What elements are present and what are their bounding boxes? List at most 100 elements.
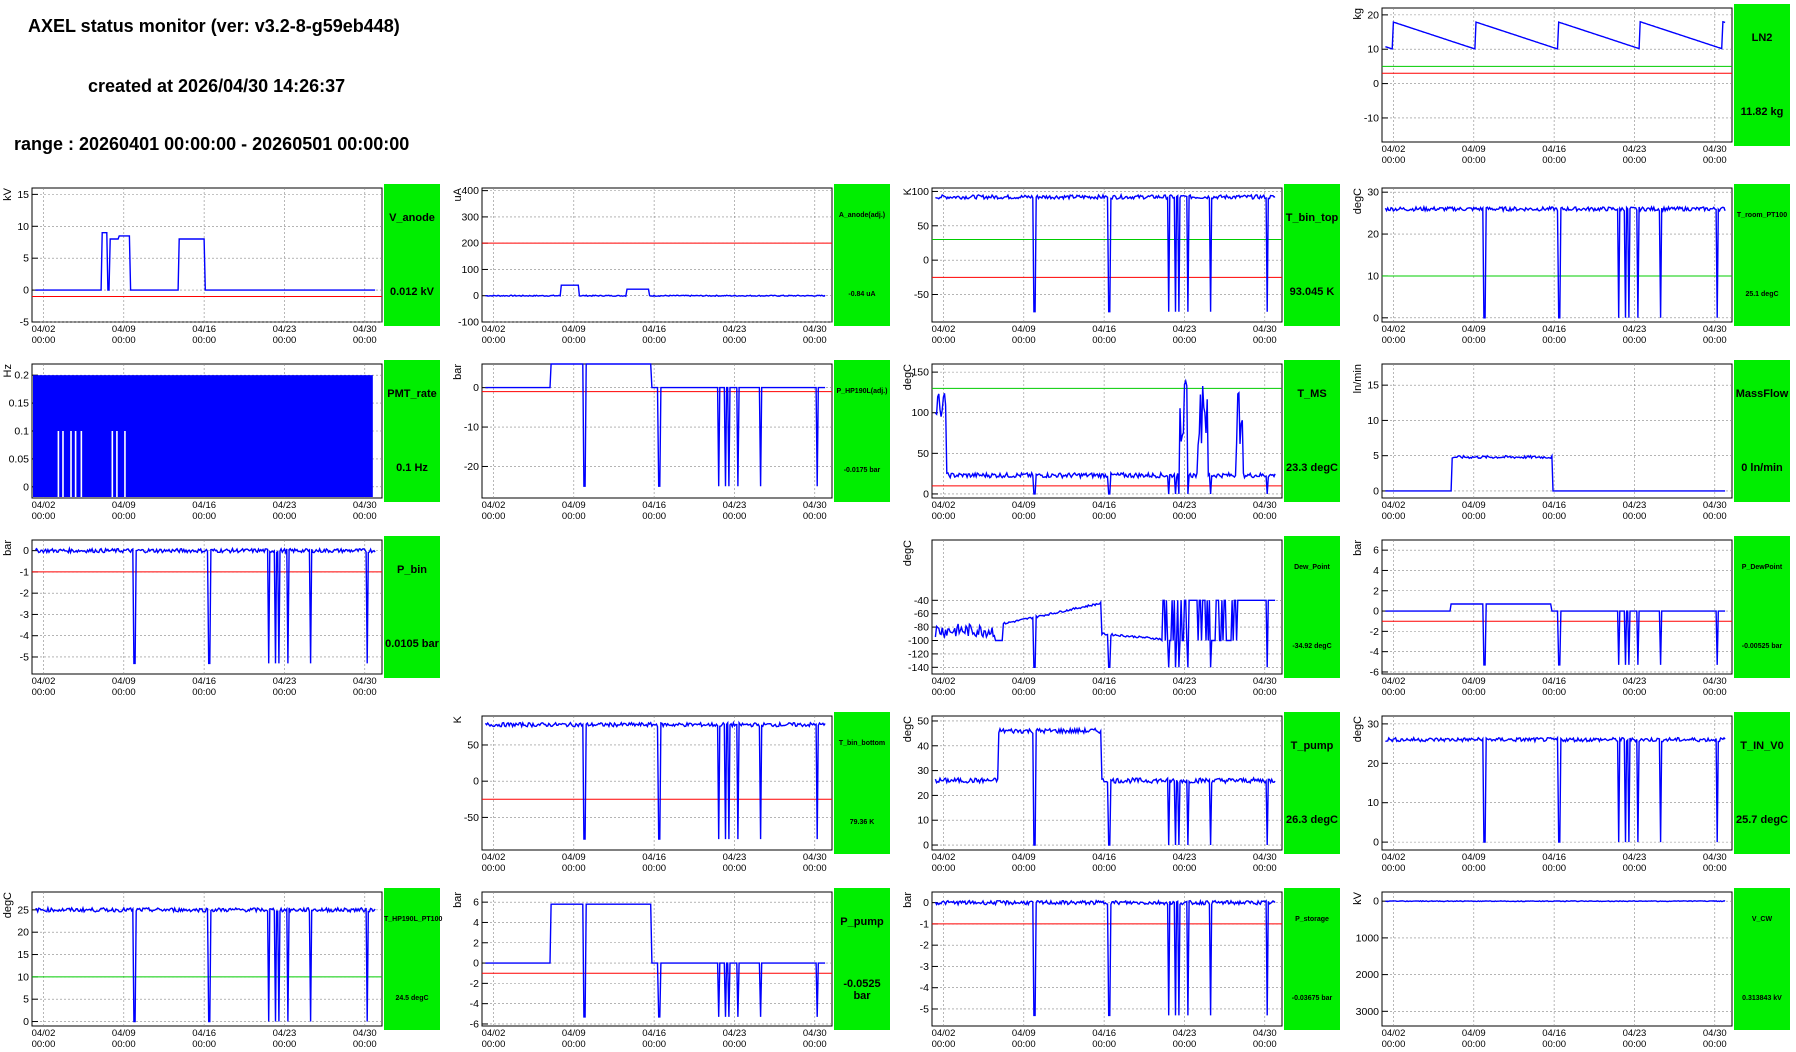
x-tick-time: 00:00	[1382, 335, 1406, 346]
x-tick-label: 04/09	[562, 1028, 586, 1039]
data-series	[35, 232, 376, 291]
x-tick-label: 04/02	[32, 324, 56, 335]
y-tick-label: 30	[1367, 718, 1379, 730]
x-tick-label: 04/02	[482, 500, 506, 511]
x-tick-label: 04/30	[1253, 676, 1277, 687]
x-tick-time: 00:00	[723, 335, 747, 346]
data-series	[1385, 899, 1726, 903]
x-tick-time: 00:00	[353, 1039, 377, 1050]
x-tick-time: 00:00	[273, 687, 297, 698]
x-tick-label: 04/30	[353, 500, 377, 511]
data-series	[485, 903, 826, 1018]
x-tick-time: 00:00	[1012, 863, 1036, 874]
x-tick-label: 04/23	[1623, 676, 1647, 687]
x-tick-time: 00:00	[353, 511, 377, 522]
x-tick-time: 00:00	[482, 511, 506, 522]
plot-panel-p-dewpoint: 04/02 00:00 04/09 00:00 04/16 00:00 04/23 00:00…	[1350, 534, 1796, 700]
x-tick-label: 04/30	[353, 676, 377, 687]
badge-name: V_CW	[1751, 916, 1773, 923]
x-tick-label: 04/23	[723, 324, 747, 335]
plot-panel-p-pump: 04/02 00:00 04/09 00:00 04/16 00:00 04/23 00:00…	[450, 886, 896, 1052]
y-tick-label: -4	[920, 982, 929, 994]
y-tick-label: 50	[467, 739, 479, 751]
y-tick-label: -60	[914, 608, 929, 620]
x-tick-label: 04/23	[1623, 324, 1647, 335]
y-tick-label: 4	[1373, 565, 1379, 577]
y-tick-label: 0	[1373, 312, 1379, 324]
x-tick-time: 00:00	[1703, 511, 1727, 522]
x-tick-time: 00:00	[1253, 1039, 1277, 1050]
x-tick-time: 00:00	[1382, 511, 1406, 522]
x-tick-time: 00:00	[932, 687, 956, 698]
data-series	[1385, 603, 1726, 666]
badge-value: 26.3 degC	[1286, 814, 1338, 826]
x-tick-label: 04/02	[932, 500, 956, 511]
chart-pmt_rate: 04/0200:0004/0900:0004/1600:0004/2300:00…	[2, 363, 383, 522]
x-tick-label: 04/09	[112, 500, 136, 511]
y-tick-label: 6	[1373, 545, 1379, 557]
x-tick-label: 04/16	[1542, 1028, 1566, 1039]
x-tick-label: 04/02	[32, 1028, 56, 1039]
data-series	[485, 284, 826, 298]
x-tick-time: 00:00	[1703, 155, 1727, 166]
x-tick-label: 04/16	[192, 324, 216, 335]
plot-frame	[1381, 187, 1733, 323]
x-tick-label: 04/02	[1382, 144, 1406, 155]
y-unit-label: Hz	[2, 364, 14, 377]
plot-panel-t-in-v0: 04/02 00:00 04/09 00:00 04/16 00:00 04/23 00:00…	[1350, 710, 1796, 876]
y-tick-label: 30	[1367, 187, 1379, 199]
x-tick-label: 04/23	[273, 500, 297, 511]
x-tick-time: 00:00	[642, 335, 666, 346]
x-tick-time: 00:00	[482, 335, 506, 346]
x-tick-label: 04/02	[932, 852, 956, 863]
x-tick-time: 00:00	[1542, 1039, 1566, 1050]
y-unit-label: K	[902, 187, 914, 195]
y-tick-label: 0.1	[14, 426, 29, 438]
x-tick-label: 04/16	[1542, 500, 1566, 511]
y-tick-label: 5	[23, 994, 29, 1006]
x-tick-label: 04/02	[1382, 1028, 1406, 1039]
y-tick-label: 4	[473, 917, 479, 929]
x-tick-label: 04/23	[723, 500, 747, 511]
x-tick-time: 00:00	[1623, 335, 1647, 346]
y-tick-label: -4	[1370, 646, 1379, 658]
y-unit-label: bar	[452, 364, 464, 380]
x-tick-time: 00:00	[1623, 511, 1647, 522]
badge-name: T_HP190L_PT100	[384, 916, 443, 923]
chart-t_in_v0: 04/0200:0004/0900:0004/1600:0004/2300:00…	[1352, 715, 1733, 874]
y-tick-label: 150	[911, 367, 929, 379]
plot-panel-p-bin: 04/02 00:00 04/09 00:00 04/16 00:00 04/23 00:00…	[0, 534, 446, 700]
y-tick-label: 10	[1367, 415, 1379, 427]
plot-panel-t-ms: 04/02 00:00 04/09 00:00 04/16 00:00 04/23 00:00…	[900, 358, 1346, 524]
y-tick-label: 0	[1373, 896, 1379, 908]
plot-frame	[931, 539, 1283, 675]
x-tick-label: 04/30	[803, 500, 827, 511]
x-tick-label: 04/09	[1012, 852, 1036, 863]
badge-value: 11.82 kg	[1740, 106, 1784, 118]
y-tick-label: -20	[464, 461, 479, 473]
x-tick-time: 00:00	[112, 1039, 136, 1050]
status-badge: V_anode 0.012 kV	[384, 184, 440, 326]
x-tick-label: 04/16	[1092, 852, 1116, 863]
x-tick-time: 00:00	[1462, 155, 1486, 166]
x-tick-time: 00:00	[562, 335, 586, 346]
x-tick-label: 04/30	[1703, 500, 1727, 511]
x-tick-time: 00:00	[1382, 155, 1406, 166]
status-badge: V_CW 0.313843 kV	[1734, 888, 1790, 1030]
data-series	[484, 720, 826, 840]
x-tick-label: 04/23	[1173, 1028, 1197, 1039]
badge-value: 0 ln/min	[1741, 462, 1783, 474]
y-tick-label: 0	[923, 897, 929, 909]
status-badge: P_DewPoint -0.00525 bar	[1734, 536, 1790, 678]
badge-value: 0.313843 kV	[1742, 995, 1782, 1002]
x-tick-time: 00:00	[112, 511, 136, 522]
chart-t_pump: 04/0200:0004/0900:0004/1600:0004/2300:00…	[902, 715, 1283, 874]
status-badge: MassFlow 0 ln/min	[1734, 360, 1790, 502]
x-tick-time: 00:00	[273, 1039, 297, 1050]
x-tick-time: 00:00	[1253, 511, 1277, 522]
x-tick-time: 00:00	[273, 335, 297, 346]
y-tick-label: 20	[1367, 229, 1379, 241]
badge-value: 0.1 Hz	[396, 462, 428, 474]
plot-frame	[931, 363, 1283, 499]
x-tick-label: 04/30	[1703, 324, 1727, 335]
